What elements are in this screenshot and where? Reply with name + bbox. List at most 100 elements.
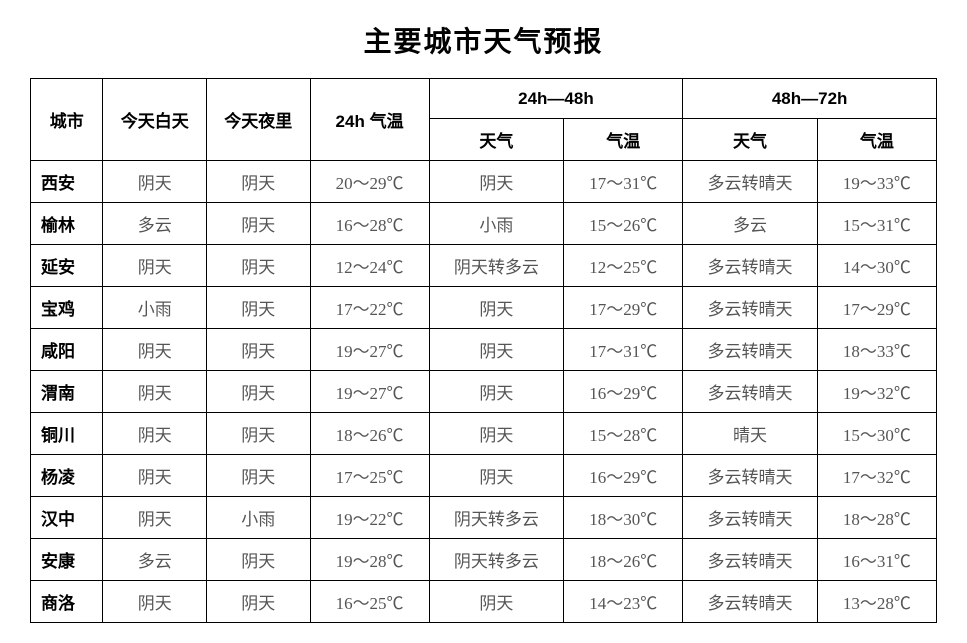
- temp-24h-cell: 18～26℃: [310, 413, 429, 455]
- p2-weather-cell: 阴天: [429, 161, 564, 203]
- temp-24h-cell: 20～29℃: [310, 161, 429, 203]
- city-cell: 榆林: [31, 203, 103, 245]
- p3-weather-cell: 多云转晴天: [683, 455, 818, 497]
- today-day-cell: 阴天: [103, 497, 207, 539]
- p2-temp-cell: 14～23℃: [564, 581, 683, 623]
- p3-temp-cell: 15～31℃: [817, 203, 936, 245]
- city-cell: 延安: [31, 245, 103, 287]
- today-day-cell: 小雨: [103, 287, 207, 329]
- p3-temp-cell: 18～28℃: [817, 497, 936, 539]
- col-p3-temp: 气温: [817, 119, 936, 161]
- city-cell: 商洛: [31, 581, 103, 623]
- today-night-cell: 阴天: [207, 161, 311, 203]
- today-night-cell: 小雨: [207, 497, 311, 539]
- table-row: 杨凌阴天阴天17～25℃阴天16～29℃多云转晴天17～32℃: [31, 455, 937, 497]
- today-night-cell: 阴天: [207, 413, 311, 455]
- today-day-cell: 阴天: [103, 455, 207, 497]
- p3-weather-cell: 多云转晴天: [683, 287, 818, 329]
- p3-temp-cell: 13～28℃: [817, 581, 936, 623]
- today-day-cell: 阴天: [103, 329, 207, 371]
- p3-temp-cell: 16～31℃: [817, 539, 936, 581]
- p2-temp-cell: 16～29℃: [564, 371, 683, 413]
- p2-weather-cell: 阴天: [429, 581, 564, 623]
- today-day-cell: 阴天: [103, 371, 207, 413]
- p2-weather-cell: 阴天转多云: [429, 539, 564, 581]
- today-night-cell: 阴天: [207, 329, 311, 371]
- p2-temp-cell: 16～29℃: [564, 455, 683, 497]
- table-row: 榆林多云阴天16～28℃小雨15～26℃多云15～31℃: [31, 203, 937, 245]
- col-period-3: 48h—72h: [683, 79, 937, 119]
- table-row: 汉中阴天小雨19～22℃阴天转多云18～30℃多云转晴天18～28℃: [31, 497, 937, 539]
- temp-24h-cell: 19～27℃: [310, 329, 429, 371]
- col-24h-temp: 24h 气温: [310, 79, 429, 161]
- p2-weather-cell: 阴天: [429, 329, 564, 371]
- p2-temp-cell: 15～26℃: [564, 203, 683, 245]
- today-day-cell: 多云: [103, 203, 207, 245]
- p3-weather-cell: 多云转晴天: [683, 581, 818, 623]
- col-city: 城市: [31, 79, 103, 161]
- weather-table: 城市 今天白天 今天夜里 24h 气温 24h—48h 48h—72h 天气 气…: [30, 78, 937, 623]
- city-cell: 安康: [31, 539, 103, 581]
- city-cell: 汉中: [31, 497, 103, 539]
- today-night-cell: 阴天: [207, 287, 311, 329]
- today-day-cell: 阴天: [103, 413, 207, 455]
- p3-weather-cell: 多云转晴天: [683, 245, 818, 287]
- city-cell: 铜川: [31, 413, 103, 455]
- temp-24h-cell: 17～25℃: [310, 455, 429, 497]
- table-row: 宝鸡小雨阴天17～22℃阴天17～29℃多云转晴天17～29℃: [31, 287, 937, 329]
- p3-temp-cell: 19～33℃: [817, 161, 936, 203]
- p3-weather-cell: 多云转晴天: [683, 329, 818, 371]
- table-row: 安康多云阴天19～28℃阴天转多云18～26℃多云转晴天16～31℃: [31, 539, 937, 581]
- p2-temp-cell: 18～30℃: [564, 497, 683, 539]
- col-today-day: 今天白天: [103, 79, 207, 161]
- city-cell: 杨凌: [31, 455, 103, 497]
- today-day-cell: 阴天: [103, 245, 207, 287]
- p3-temp-cell: 17～29℃: [817, 287, 936, 329]
- today-day-cell: 多云: [103, 539, 207, 581]
- p2-temp-cell: 15～28℃: [564, 413, 683, 455]
- p2-weather-cell: 阴天转多云: [429, 497, 564, 539]
- p3-temp-cell: 17～32℃: [817, 455, 936, 497]
- table-row: 咸阳阴天阴天19～27℃阴天17～31℃多云转晴天18～33℃: [31, 329, 937, 371]
- p3-weather-cell: 多云转晴天: [683, 161, 818, 203]
- today-night-cell: 阴天: [207, 539, 311, 581]
- p2-weather-cell: 阴天: [429, 455, 564, 497]
- p3-weather-cell: 多云转晴天: [683, 539, 818, 581]
- p2-weather-cell: 阴天: [429, 371, 564, 413]
- table-row: 商洛阴天阴天16～25℃阴天14～23℃多云转晴天13～28℃: [31, 581, 937, 623]
- temp-24h-cell: 17～22℃: [310, 287, 429, 329]
- p2-weather-cell: 阴天: [429, 413, 564, 455]
- today-day-cell: 阴天: [103, 161, 207, 203]
- p3-weather-cell: 多云: [683, 203, 818, 245]
- page-title: 主要城市天气预报: [30, 20, 937, 60]
- p2-temp-cell: 17～31℃: [564, 161, 683, 203]
- today-night-cell: 阴天: [207, 245, 311, 287]
- city-cell: 西安: [31, 161, 103, 203]
- col-p2-weather: 天气: [429, 119, 564, 161]
- col-today-night: 今天夜里: [207, 79, 311, 161]
- today-night-cell: 阴天: [207, 203, 311, 245]
- p3-weather-cell: 晴天: [683, 413, 818, 455]
- p2-temp-cell: 12～25℃: [564, 245, 683, 287]
- temp-24h-cell: 12～24℃: [310, 245, 429, 287]
- p3-temp-cell: 19～32℃: [817, 371, 936, 413]
- today-night-cell: 阴天: [207, 455, 311, 497]
- city-cell: 渭南: [31, 371, 103, 413]
- city-cell: 宝鸡: [31, 287, 103, 329]
- temp-24h-cell: 19～22℃: [310, 497, 429, 539]
- today-night-cell: 阴天: [207, 371, 311, 413]
- temp-24h-cell: 16～25℃: [310, 581, 429, 623]
- temp-24h-cell: 19～28℃: [310, 539, 429, 581]
- header-row-1: 城市 今天白天 今天夜里 24h 气温 24h—48h 48h—72h: [31, 79, 937, 119]
- p3-weather-cell: 多云转晴天: [683, 371, 818, 413]
- col-period-2: 24h—48h: [429, 79, 683, 119]
- p2-temp-cell: 17～29℃: [564, 287, 683, 329]
- today-day-cell: 阴天: [103, 581, 207, 623]
- table-row: 铜川阴天阴天18～26℃阴天15～28℃晴天15～30℃: [31, 413, 937, 455]
- p2-weather-cell: 阴天: [429, 287, 564, 329]
- p3-temp-cell: 14～30℃: [817, 245, 936, 287]
- temp-24h-cell: 16～28℃: [310, 203, 429, 245]
- p2-temp-cell: 17～31℃: [564, 329, 683, 371]
- col-p2-temp: 气温: [564, 119, 683, 161]
- p3-temp-cell: 15～30℃: [817, 413, 936, 455]
